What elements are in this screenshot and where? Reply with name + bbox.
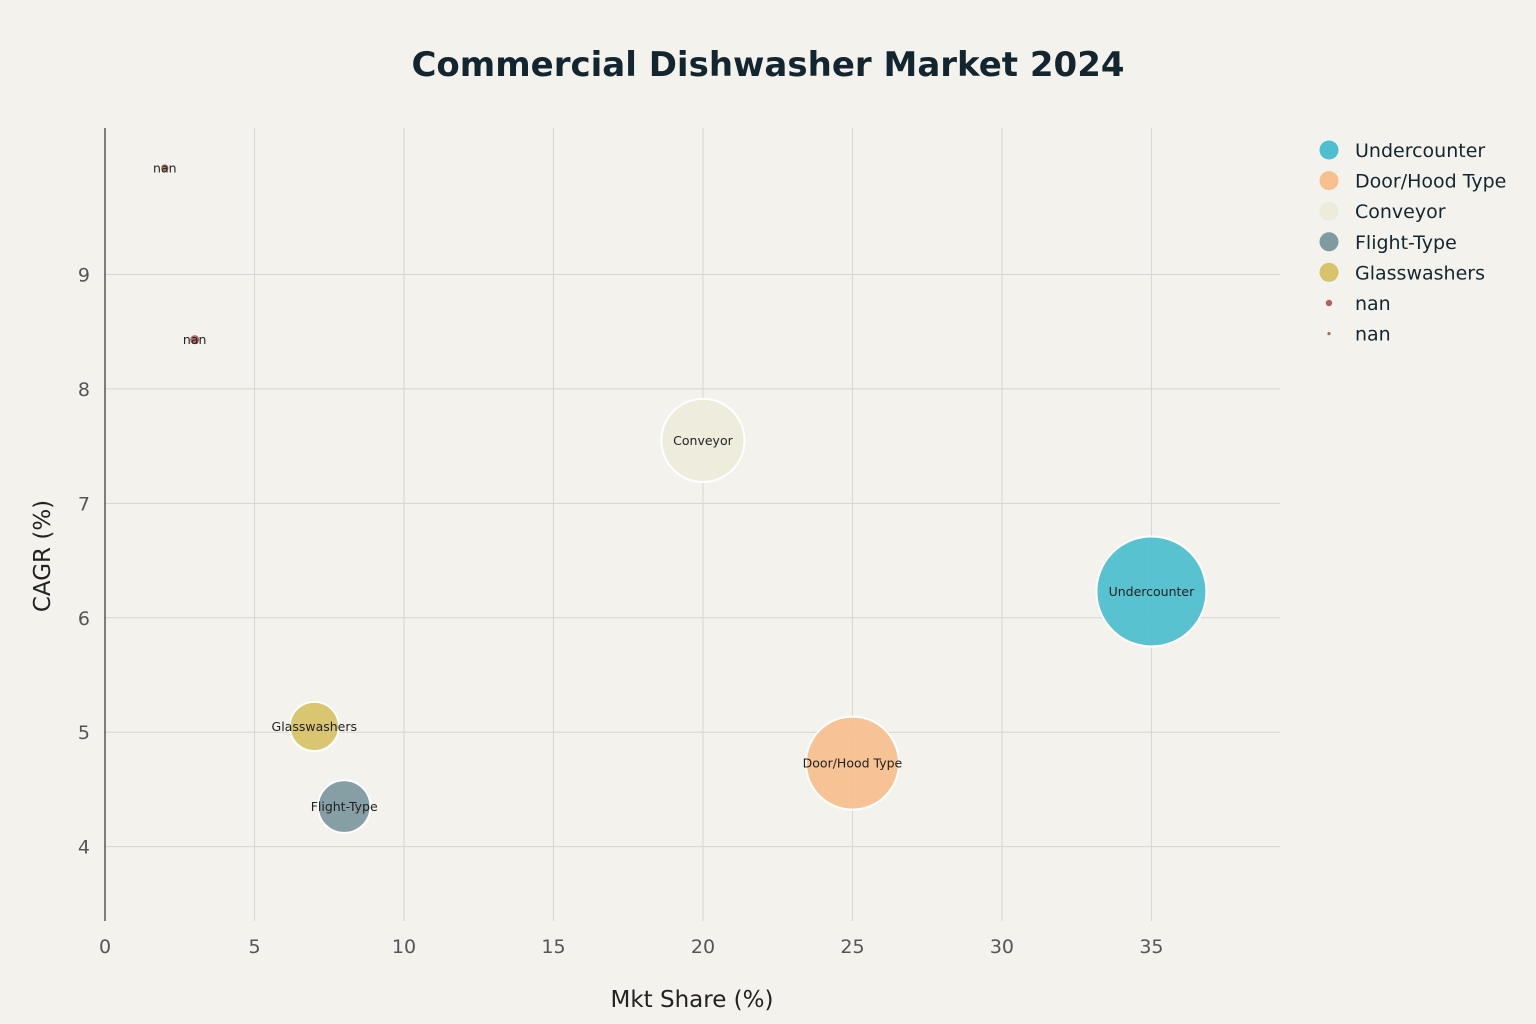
- x-tick-label: 0: [99, 936, 111, 958]
- bubble-door-hood-type-1: [804, 715, 900, 811]
- y-tick-label: 6: [78, 608, 90, 630]
- x-tick-label: 20: [691, 936, 715, 958]
- y-tick-label: 7: [78, 493, 90, 515]
- x-axis-label: Mkt Share (%): [611, 987, 774, 1013]
- bubble-label-nan-6: nan: [153, 161, 177, 176]
- legend-label-nan-6: nan: [1355, 324, 1391, 346]
- legend-marker-nan-6: [1327, 332, 1331, 336]
- bubble-label-flight-type-3: Flight-Type: [311, 799, 378, 814]
- bubble-conveyor-2: [660, 397, 746, 483]
- legend-label-door-hood-type-1: Door/Hood Type: [1355, 171, 1506, 193]
- bubble-label-undercounter-0: Undercounter: [1109, 584, 1196, 599]
- bubble-nan-5: [190, 335, 200, 345]
- legend-marker-nan-5: [1325, 299, 1333, 307]
- legend: Undercounter Door/Hood Type Conveyor Flight…: [1319, 140, 1506, 346]
- bubble-glasswashers-4: [288, 700, 340, 753]
- x-tick-label: 15: [541, 936, 565, 958]
- bubble-label-door-hood-type-1: Door/Hood Type: [803, 756, 903, 771]
- legend-label-flight-type-3: Flight-Type: [1355, 232, 1457, 254]
- bubble-label-glasswashers-4: Glasswashers: [272, 719, 358, 734]
- label-layer: Undercounter Door/Hood Type Conveyor Flight…: [153, 161, 1195, 815]
- chart-title: Commercial Dishwasher Market 2024: [411, 45, 1124, 85]
- bubble-label-nan-5: nan: [183, 332, 207, 347]
- bubble-label-conveyor-2: Conveyor: [673, 433, 733, 448]
- legend-marker-undercounter-0: [1319, 140, 1339, 160]
- bubble-flight-type-3: [316, 779, 372, 834]
- legend-marker-flight-type-3: [1319, 232, 1339, 252]
- legend-marker-door-hood-type-1: [1319, 171, 1339, 191]
- legend-label-conveyor-2: Conveyor: [1355, 201, 1446, 223]
- y-axis-label: CAGR (%): [30, 500, 56, 612]
- y-tick-label: 5: [78, 722, 90, 744]
- x-tick-label: 30: [990, 936, 1014, 958]
- x-tick-label: 25: [840, 936, 864, 958]
- grid-layer: [105, 128, 1280, 921]
- bubble-layer: [161, 164, 1208, 834]
- y-tick-label: 9: [78, 264, 90, 286]
- x-tick-label: 35: [1139, 936, 1163, 958]
- y-tick-label: 4: [78, 837, 90, 859]
- x-tick-label: 10: [392, 936, 416, 958]
- legend-label-undercounter-0: Undercounter: [1355, 140, 1485, 162]
- legend-label-nan-5: nan: [1355, 293, 1391, 315]
- bubble-undercounter-0: [1095, 535, 1208, 648]
- tick-layer: 0 5 10 15 20 25 30 35 4 5 6 7 8 9: [78, 264, 1164, 958]
- legend-label-glasswashers-4: Glasswashers: [1355, 262, 1485, 284]
- x-tick-label: 5: [248, 936, 260, 958]
- bubble-nan-6: [161, 164, 169, 172]
- legend-marker-glasswashers-4: [1319, 262, 1339, 282]
- y-tick-label: 8: [78, 379, 90, 401]
- legend-marker-conveyor-2: [1319, 201, 1339, 221]
